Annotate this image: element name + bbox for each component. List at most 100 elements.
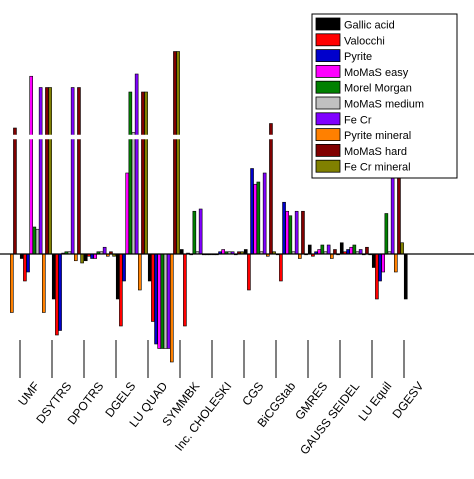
- x-tick-label-dgesv: DGESV: [389, 379, 426, 421]
- bar-fe-cr-umf: [38, 87, 43, 255]
- bar-valocchi-lu-equil: [375, 253, 379, 300]
- bar-pyrite-lu-equil: [378, 253, 382, 282]
- bar-momas-hard-umf: [45, 87, 49, 255]
- bar-fe-cr-bicgstab: [294, 210, 299, 255]
- bar-gallic-acid-dsytrs: [51, 253, 56, 300]
- legend-swatch-fe-cr: [315, 112, 341, 126]
- bar-momas-easy-inc-choleski: [221, 249, 225, 255]
- legend-label-fe-cr-mineral: Fe Cr mineral: [344, 162, 411, 174]
- bar-momas-hard-dgels: [141, 91, 145, 255]
- legend-swatch-momas-easy: [315, 65, 341, 78]
- legend-label-gallic-acid: Gallic acid: [344, 20, 395, 32]
- bar-momas-easy-bicgstab: [285, 210, 290, 255]
- bar-morel-morgan-cgs: [256, 181, 261, 255]
- bar-gallic-acid-lu-equil: [371, 253, 376, 268]
- bar-fe-cr-gmres: [326, 244, 331, 255]
- bar-fe-cr-mineral-umf: [48, 87, 52, 255]
- bar-pyrite-mineral-dsytrs: [74, 253, 78, 262]
- bar-momas-hard-group-0: [13, 127, 17, 255]
- x-tick-label-inc-choleski: Inc. CHOLESKI: [172, 379, 234, 453]
- bar-pyrite-mineral-umf: [41, 253, 46, 313]
- bar-pyrite-cgs: [250, 168, 254, 255]
- bar-valocchi-bicgstab: [279, 253, 283, 282]
- legend-label-pyrite-mineral: Pyrite mineral: [344, 130, 411, 142]
- bar-valocchi-dgels: [119, 253, 123, 327]
- bar-fe-cr-gauss-seidel: [358, 249, 363, 255]
- bar-fe-cr-cgs: [262, 172, 267, 255]
- legend-label-valocchi: Valocchi: [344, 35, 385, 47]
- bar-pyrite-bicgstab: [282, 201, 286, 255]
- legend-label-momas-easy: MoMaS easy: [344, 67, 409, 79]
- bar-pyrite-mineral-lu-equil: [393, 253, 398, 273]
- bar-momas-hard-bicgstab: [301, 210, 305, 255]
- bar-pyrite-dpotrs: [90, 253, 94, 259]
- bar-pyrite-dgels: [122, 253, 126, 282]
- legend-swatch-fe-cr-mineral: [315, 159, 341, 173]
- bar-pyrite-gauss-seidel: [346, 249, 350, 255]
- bar-momas-easy-gmres: [317, 249, 322, 255]
- bar-gallic-acid-gauss-seidel: [339, 242, 344, 255]
- bar-pyrite-dsytrs: [58, 253, 62, 331]
- legend-label-momas-medium: MoMaS medium: [344, 99, 424, 111]
- legend-swatch-pyrite-mineral: [315, 128, 341, 142]
- bar-momas-easy-umf: [29, 75, 34, 255]
- bar-morel-morgan-symmbk: [192, 210, 197, 255]
- bar-morel-morgan-lu-quad: [160, 253, 165, 349]
- legend-swatch-momas-medium: [315, 96, 341, 110]
- x-tick-label-umf: UMF: [15, 379, 42, 408]
- bar-valocchi-dsytrs: [55, 253, 59, 336]
- bar-momas-hard-cgs: [269, 123, 273, 255]
- bar-momas-medium-umf: [35, 228, 40, 255]
- bar-gallic-acid-dgesv: [403, 253, 408, 300]
- bar-gallic-acid-lu-quad: [147, 253, 152, 282]
- legend: Gallic acid Valocchi Pyrite MoMaS easy Morel…: [311, 13, 458, 179]
- bar-pyrite-mineral-lu-quad: [170, 253, 174, 363]
- bar-morel-morgan-gmres: [320, 244, 325, 255]
- legend-swatch-morel-morgan: [315, 80, 341, 94]
- bar-pyrite-umf: [26, 253, 30, 273]
- bar-momas-hard-gauss-seidel: [365, 246, 369, 255]
- bar-fe-cr-mineral-lu-quad: [176, 51, 180, 255]
- bar-valocchi-lu-quad: [151, 253, 155, 322]
- bar-momas-easy-lu-equil: [381, 253, 386, 273]
- bar-valocchi-symmbk: [183, 253, 187, 327]
- bar-momas-hard-gmres: [333, 249, 337, 255]
- x-tick-label-gauss-seidel: GAUSS SEIDEL: [297, 379, 362, 457]
- legend-label-fe-cr: Fe Cr: [344, 114, 372, 126]
- x-tick-label-lu-equil: LU Equil: [355, 379, 394, 423]
- bar-morel-morgan-bicgstab: [288, 215, 293, 255]
- bar-gallic-acid-dpotrs: [83, 253, 88, 262]
- legend-swatch-pyrite: [315, 49, 341, 62]
- bar-momas-hard-lu-quad: [173, 51, 177, 255]
- bar-fe-cr-dgels: [134, 73, 139, 255]
- legend-swatch-momas-hard: [315, 143, 341, 157]
- bar-pyrite-mineral-group-0: [10, 253, 14, 313]
- legend-swatch-gallic-acid: [315, 17, 341, 31]
- bar-fe-cr-symmbk: [198, 208, 203, 255]
- bar-momas-easy-cgs: [253, 183, 257, 255]
- axis-break-gap: [0, 134, 474, 140]
- bar-morel-morgan-dgels: [128, 91, 133, 255]
- bar-pyrite-mineral-gmres: [329, 253, 334, 259]
- bar-fe-cr-dsytrs: [70, 87, 75, 255]
- legend-label-momas-hard: MoMaS hard: [344, 146, 407, 158]
- bar-momas-hard-dsytrs: [77, 87, 81, 255]
- bar-morel-morgan-umf: [32, 226, 37, 255]
- bar-momas-medium-dgels: [131, 132, 136, 255]
- bar-fe-cr-mineral-dsytrs: [80, 253, 84, 264]
- bar-pyrite-mineral-dgels: [138, 253, 142, 291]
- bar-valocchi-umf: [23, 253, 27, 282]
- axis-break-markers: [0, 134, 474, 140]
- bar-momas-easy-dgels: [125, 172, 129, 255]
- bar-fe-cr-dpotrs: [102, 246, 107, 255]
- legend-swatch-valocchi: [315, 33, 341, 47]
- bar-momas-easy-lu-quad: [157, 253, 161, 349]
- legend-label-pyrite: Pyrite: [344, 51, 372, 63]
- bar-gallic-acid-gmres: [307, 244, 312, 255]
- bar-gallic-acid-umf: [19, 253, 24, 259]
- bar-momas-medium-lu-quad: [163, 253, 168, 349]
- bar-fe-cr-mineral-lu-equil: [400, 242, 404, 255]
